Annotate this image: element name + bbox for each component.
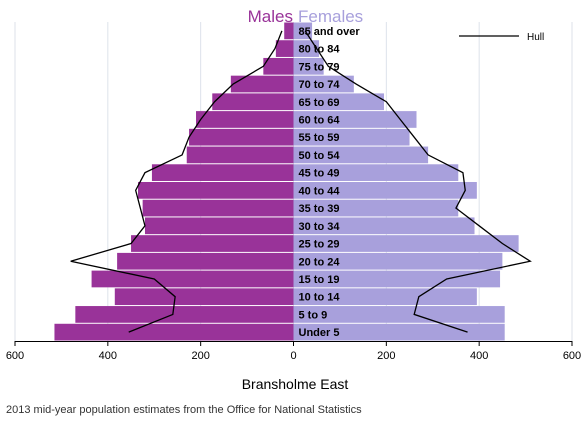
- bar-male: [189, 128, 294, 146]
- category-label: 70 to 74: [299, 79, 341, 91]
- bar-male: [131, 235, 294, 252]
- x-tick-label: 200: [191, 350, 209, 362]
- axis-layer: 600 400 200 0 200 400 600: [6, 341, 581, 362]
- bar-male: [114, 288, 294, 306]
- source-caption: 2013 mid-year population estimates from …: [6, 404, 362, 416]
- bar-male: [117, 252, 294, 270]
- x-axis-label: Bransholme East: [242, 376, 349, 392]
- title-females: Females: [298, 7, 363, 26]
- bar-female: [293, 235, 519, 252]
- bar-male: [144, 217, 294, 235]
- bar-female: [293, 199, 459, 217]
- category-label: 85 and over: [299, 26, 361, 38]
- category-label: Under 5: [299, 327, 340, 339]
- category-label: 25 to 29: [299, 239, 340, 251]
- bar-female: [293, 93, 385, 111]
- bar-female: [293, 306, 505, 323]
- bar-female: [293, 323, 505, 341]
- category-label: 60 to 64: [299, 114, 341, 126]
- line-layer: [70, 30, 532, 333]
- category-label: 10 to 14: [299, 292, 341, 304]
- population-pyramid-chart: Under 5 5 to 9 10 to 14 15 to 19 20 to 24 25 …: [6, 7, 581, 392]
- category-label: 30 to 34: [299, 221, 341, 233]
- labels-layer: Under 5 5 to 9 10 to 14 15 to 19 20 to 24 25 …: [299, 26, 361, 339]
- grid-layer: [14, 22, 573, 341]
- bar-female: [293, 288, 477, 306]
- bar-male: [75, 306, 294, 323]
- bar-female: [293, 252, 503, 270]
- x-tick-label: 0: [290, 350, 296, 362]
- bar-female: [293, 270, 501, 288]
- bars-layer: [54, 22, 519, 341]
- category-label: 15 to 19: [299, 274, 340, 286]
- bar-male: [138, 182, 294, 199]
- title-males: Males: [248, 7, 293, 26]
- hull-line-males: [70, 30, 283, 333]
- x-tick-label: 400: [99, 350, 117, 362]
- bar-female: [293, 164, 459, 181]
- bar-male: [151, 164, 294, 181]
- category-label: 45 to 49: [299, 168, 340, 180]
- x-tick-label: 600: [6, 350, 24, 362]
- bar-female: [293, 57, 324, 75]
- category-label: 75 to 79: [299, 61, 340, 73]
- category-label: 5 to 9: [299, 309, 328, 321]
- bar-female: [293, 146, 429, 164]
- bar-male: [284, 22, 294, 40]
- category-label: 50 to 54: [299, 150, 341, 162]
- x-tick-label: 400: [470, 350, 488, 362]
- x-tick-label: 600: [563, 350, 581, 362]
- category-label: 55 to 59: [299, 132, 340, 144]
- category-label: 80 to 84: [299, 44, 341, 56]
- category-label: 35 to 39: [299, 203, 340, 215]
- bar-female: [293, 111, 417, 128]
- bar-male: [196, 111, 294, 128]
- bar-female: [293, 182, 477, 199]
- category-label: 20 to 24: [299, 256, 341, 268]
- bar-male: [54, 323, 294, 341]
- bar-female: [293, 217, 475, 235]
- legend-hull-label: Hull: [527, 32, 544, 43]
- bar-male: [142, 199, 294, 217]
- category-label: 40 to 44: [299, 185, 341, 197]
- legend: Hull: [459, 32, 544, 43]
- bar-male: [263, 57, 294, 75]
- bar-male: [186, 146, 294, 164]
- bar-male: [230, 75, 294, 93]
- x-tick-label: 200: [377, 350, 395, 362]
- bar-male: [275, 40, 294, 57]
- bar-female: [293, 40, 320, 57]
- bar-male: [212, 93, 294, 111]
- bar-female: [293, 128, 410, 146]
- hull-line-females: [304, 30, 532, 333]
- bar-male: [91, 270, 294, 288]
- bar-female: [293, 75, 354, 93]
- category-label: 65 to 69: [299, 97, 340, 109]
